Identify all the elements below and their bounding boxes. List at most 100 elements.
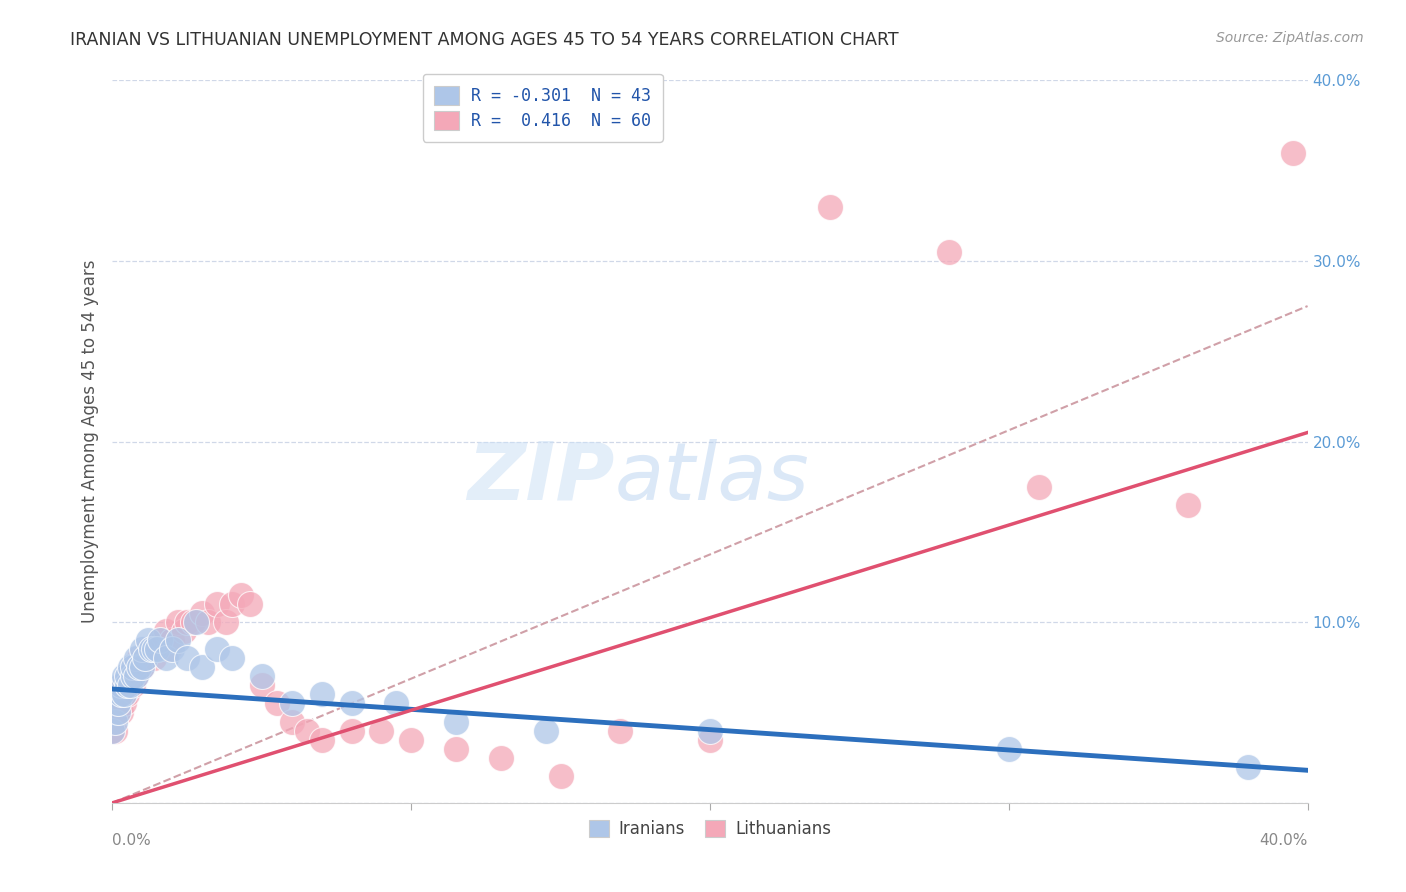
Text: 40.0%: 40.0%	[1260, 833, 1308, 848]
Point	[110, 678, 132, 692]
Point	[155, 624, 177, 639]
Point	[250, 678, 273, 692]
Point	[131, 651, 153, 665]
Point	[146, 642, 169, 657]
Point	[699, 732, 721, 747]
Point	[131, 642, 153, 657]
Point	[149, 633, 172, 648]
Point	[340, 723, 363, 738]
Point	[120, 678, 142, 692]
Point	[221, 597, 243, 611]
Text: Source: ZipAtlas.com: Source: ZipAtlas.com	[1216, 31, 1364, 45]
Point	[138, 633, 160, 648]
Point	[281, 697, 304, 711]
Legend: Iranians, Lithuanians: Iranians, Lithuanians	[582, 814, 838, 845]
Point	[1028, 480, 1050, 494]
Point	[131, 660, 153, 674]
Point	[340, 697, 363, 711]
Point	[191, 606, 214, 620]
Point	[295, 723, 318, 738]
Point	[176, 615, 198, 630]
Point	[107, 697, 129, 711]
Point	[143, 642, 166, 657]
Point	[281, 714, 304, 729]
Point	[311, 687, 333, 701]
Point	[229, 588, 252, 602]
Point	[401, 732, 423, 747]
Text: atlas: atlas	[614, 439, 810, 516]
Text: ZIP: ZIP	[467, 439, 614, 516]
Point	[157, 642, 180, 657]
Point	[162, 642, 183, 657]
Point	[120, 678, 142, 692]
Point	[444, 714, 467, 729]
Point	[167, 615, 190, 630]
Point	[385, 697, 408, 711]
Point	[120, 660, 142, 674]
Point	[125, 669, 148, 683]
Point	[120, 669, 142, 683]
Point	[1177, 498, 1199, 512]
Point	[444, 741, 467, 756]
Point	[167, 633, 190, 648]
Point	[114, 697, 135, 711]
Point	[125, 660, 148, 674]
Point	[104, 706, 127, 720]
Point	[134, 651, 156, 665]
Point	[134, 651, 156, 665]
Point	[101, 723, 124, 738]
Point	[205, 597, 228, 611]
Point	[107, 697, 129, 711]
Point	[110, 687, 132, 701]
Point	[197, 615, 219, 630]
Point	[699, 723, 721, 738]
Point	[138, 642, 160, 657]
Point	[205, 642, 228, 657]
Point	[489, 750, 512, 764]
Point	[221, 651, 243, 665]
Point	[141, 642, 163, 657]
Point	[117, 687, 139, 701]
Point	[117, 678, 139, 692]
Point	[107, 706, 129, 720]
Text: IRANIAN VS LITHUANIAN UNEMPLOYMENT AMONG AGES 45 TO 54 YEARS CORRELATION CHART: IRANIAN VS LITHUANIAN UNEMPLOYMENT AMONG…	[70, 31, 898, 49]
Y-axis label: Unemployment Among Ages 45 to 54 years: Unemployment Among Ages 45 to 54 years	[80, 260, 98, 624]
Point	[149, 633, 172, 648]
Point	[110, 687, 132, 701]
Point	[141, 642, 163, 657]
Point	[104, 714, 127, 729]
Point	[110, 706, 132, 720]
Point	[146, 642, 169, 657]
Point	[998, 741, 1021, 756]
Point	[609, 723, 631, 738]
Point	[1237, 760, 1260, 774]
Point	[215, 615, 238, 630]
Point	[128, 651, 150, 665]
Point	[311, 732, 333, 747]
Point	[152, 633, 174, 648]
Point	[128, 660, 150, 674]
Point	[114, 687, 135, 701]
Point	[266, 697, 288, 711]
Point	[176, 651, 198, 665]
Point	[239, 597, 262, 611]
Point	[125, 651, 148, 665]
Point	[162, 633, 183, 648]
Point	[191, 660, 214, 674]
Point	[550, 769, 572, 783]
Point	[818, 200, 841, 214]
Point	[101, 723, 124, 738]
Text: 0.0%: 0.0%	[112, 833, 152, 848]
Point	[107, 706, 129, 720]
Point	[128, 660, 150, 674]
Point	[122, 660, 145, 674]
Point	[186, 615, 208, 630]
Point	[1281, 145, 1303, 160]
Point	[122, 660, 145, 674]
Point	[250, 669, 273, 683]
Point	[173, 624, 195, 639]
Point	[117, 678, 139, 692]
Point	[104, 723, 127, 738]
Point	[131, 660, 153, 674]
Point	[117, 669, 139, 683]
